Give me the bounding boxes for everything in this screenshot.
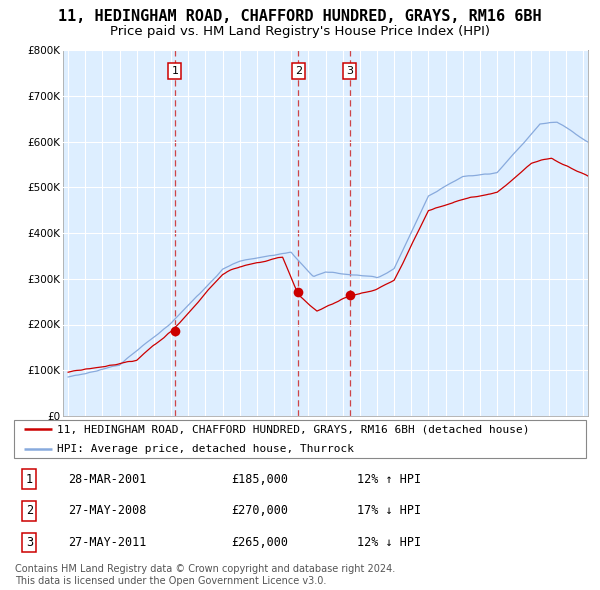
Text: 3: 3 <box>26 536 33 549</box>
Text: 1: 1 <box>172 65 178 76</box>
Text: 28-MAR-2001: 28-MAR-2001 <box>68 473 146 486</box>
Text: 1: 1 <box>26 473 33 486</box>
Text: Contains HM Land Registry data © Crown copyright and database right 2024.
This d: Contains HM Land Registry data © Crown c… <box>15 564 395 586</box>
Text: 2: 2 <box>295 65 302 76</box>
Text: 17% ↓ HPI: 17% ↓ HPI <box>358 504 421 517</box>
Text: 27-MAY-2008: 27-MAY-2008 <box>68 504 146 517</box>
Text: 12% ↓ HPI: 12% ↓ HPI <box>358 536 421 549</box>
Text: 3: 3 <box>346 65 353 76</box>
Text: £270,000: £270,000 <box>231 504 288 517</box>
Text: £185,000: £185,000 <box>231 473 288 486</box>
Text: 11, HEDINGHAM ROAD, CHAFFORD HUNDRED, GRAYS, RM16 6BH (detached house): 11, HEDINGHAM ROAD, CHAFFORD HUNDRED, GR… <box>58 424 530 434</box>
Text: 2: 2 <box>26 504 33 517</box>
FancyBboxPatch shape <box>14 419 586 458</box>
Text: Price paid vs. HM Land Registry's House Price Index (HPI): Price paid vs. HM Land Registry's House … <box>110 25 490 38</box>
Text: HPI: Average price, detached house, Thurrock: HPI: Average price, detached house, Thur… <box>58 444 355 454</box>
Text: 11, HEDINGHAM ROAD, CHAFFORD HUNDRED, GRAYS, RM16 6BH: 11, HEDINGHAM ROAD, CHAFFORD HUNDRED, GR… <box>58 9 542 24</box>
Text: £265,000: £265,000 <box>231 536 288 549</box>
Text: 12% ↑ HPI: 12% ↑ HPI <box>358 473 421 486</box>
Text: 27-MAY-2011: 27-MAY-2011 <box>68 536 146 549</box>
